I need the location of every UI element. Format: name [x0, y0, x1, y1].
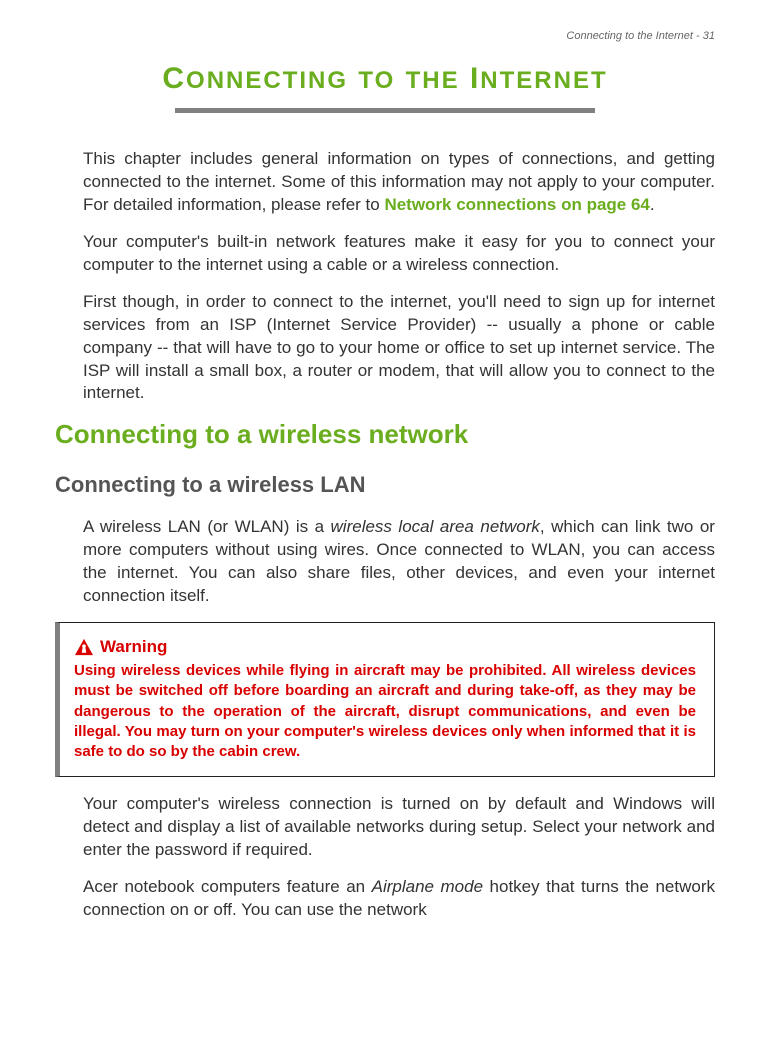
warning-text: Using wireless devices while flying in a…: [74, 661, 696, 762]
warning-header: Warning: [74, 637, 696, 657]
subsection-heading-wireless-lan: Connecting to a wireless LAN: [55, 472, 715, 498]
page-header: Connecting to the Internet - 31: [55, 30, 715, 42]
para1-text-part2: .: [650, 195, 655, 214]
network-connections-link[interactable]: Network connections on page 64: [384, 195, 649, 214]
default-connection-paragraph: Your computer's wireless connection is t…: [55, 793, 715, 862]
wlan-paragraph: A wireless LAN (or WLAN) is a wireless l…: [55, 516, 715, 608]
warning-box: Warning Using wireless devices while fly…: [55, 622, 715, 777]
chapter-title: CONNECTING TO THE INTERNET: [55, 62, 715, 96]
warning-icon: [74, 638, 94, 656]
warning-title: Warning: [100, 637, 167, 657]
title-separator: [175, 108, 595, 113]
para4-italic: wireless local area network: [331, 517, 540, 536]
para4-part1: A wireless LAN (or WLAN) is a: [83, 517, 331, 536]
para6-part1: Acer notebook computers feature an: [83, 877, 372, 896]
para6-italic: Airplane mode: [372, 877, 483, 896]
intro-paragraph-1: This chapter includes general informatio…: [55, 148, 715, 217]
section-heading-wireless-network: Connecting to a wireless network: [55, 419, 715, 450]
airplane-mode-paragraph: Acer notebook computers feature an Airpl…: [55, 876, 715, 922]
intro-paragraph-2: Your computer's built-in network feature…: [55, 231, 715, 277]
intro-paragraph-3: First though, in order to connect to the…: [55, 291, 715, 406]
